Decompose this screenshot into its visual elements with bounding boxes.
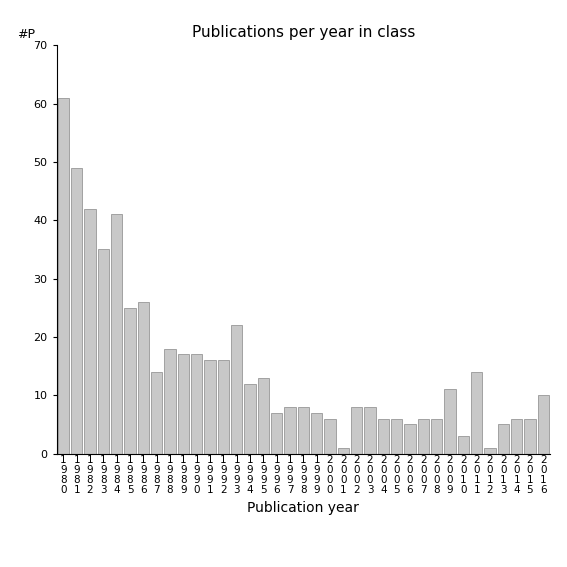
Bar bbox=[218, 360, 229, 454]
Bar bbox=[351, 407, 362, 454]
Bar bbox=[378, 418, 389, 454]
Bar bbox=[471, 372, 483, 454]
Bar bbox=[204, 360, 215, 454]
Bar bbox=[298, 407, 309, 454]
Bar bbox=[365, 407, 376, 454]
Bar bbox=[311, 413, 323, 454]
Bar bbox=[498, 425, 509, 454]
Bar bbox=[484, 448, 496, 454]
Bar bbox=[71, 168, 82, 454]
Bar bbox=[151, 372, 162, 454]
Bar bbox=[58, 98, 69, 454]
Bar bbox=[404, 425, 416, 454]
Bar bbox=[324, 418, 336, 454]
Bar bbox=[164, 349, 176, 454]
Bar bbox=[524, 418, 536, 454]
Bar bbox=[138, 302, 149, 454]
Bar bbox=[538, 395, 549, 454]
Bar bbox=[431, 418, 442, 454]
Bar bbox=[284, 407, 295, 454]
Title: Publications per year in class: Publications per year in class bbox=[192, 25, 415, 40]
Bar bbox=[231, 325, 242, 454]
Bar bbox=[511, 418, 522, 454]
Bar bbox=[391, 418, 403, 454]
Bar bbox=[98, 249, 109, 454]
Bar bbox=[271, 413, 282, 454]
X-axis label: Publication year: Publication year bbox=[247, 501, 359, 514]
Bar bbox=[84, 209, 96, 454]
Text: #P: #P bbox=[17, 28, 35, 41]
Bar bbox=[338, 448, 349, 454]
Bar bbox=[257, 378, 269, 454]
Bar bbox=[458, 436, 469, 454]
Bar bbox=[244, 384, 256, 454]
Bar bbox=[177, 354, 189, 454]
Bar bbox=[445, 390, 456, 454]
Bar bbox=[191, 354, 202, 454]
Bar bbox=[111, 214, 122, 454]
Bar bbox=[124, 308, 136, 454]
Bar bbox=[418, 418, 429, 454]
